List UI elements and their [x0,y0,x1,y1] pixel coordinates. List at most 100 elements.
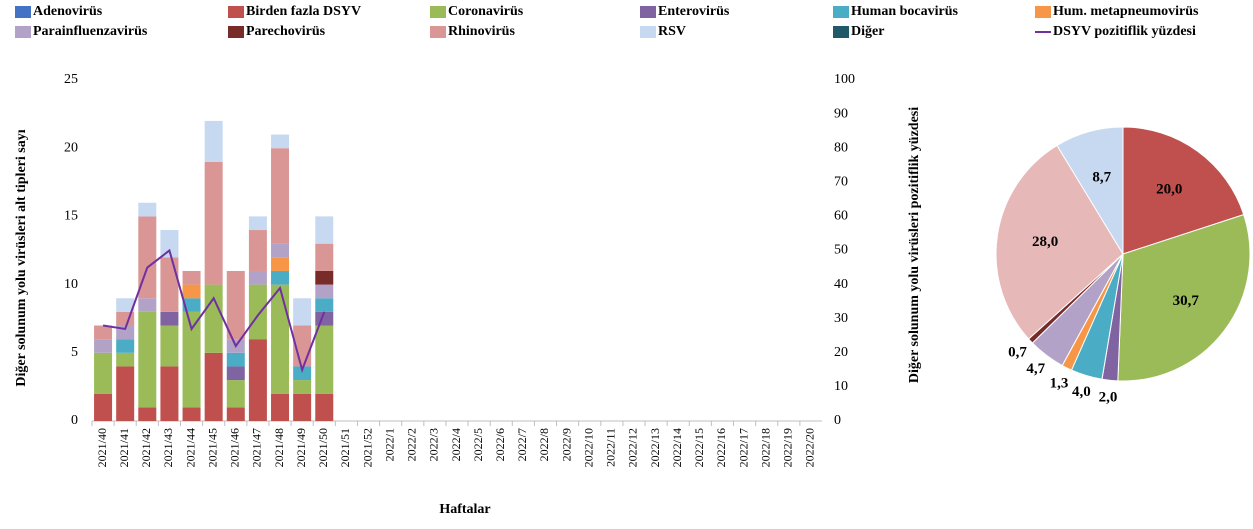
bar-segment [182,298,201,312]
legend-swatch [430,6,446,18]
x-tick-label: 2022/18 [758,428,772,467]
bar-segment [315,298,334,312]
bar-segment [116,366,135,421]
x-tick-label: 2022/4 [449,428,463,461]
y2-tick-label: 40 [834,277,848,292]
x-tick-label: 2021/42 [139,428,153,467]
x-tick-label: 2022/10 [581,428,595,467]
bar-segment [315,243,334,271]
pie-slice [1122,126,1245,255]
bar-segment [293,298,312,326]
bar-segment [293,380,312,394]
legend-label: Parechovirüs [246,24,326,39]
bar-segment [116,352,135,367]
legend-label: Diğer [851,24,884,39]
legend-swatch [430,26,446,38]
legend-label: DSYV pozitiflik yüzdesi [1053,24,1196,39]
bar-segment [160,366,179,421]
legend-swatch [640,26,656,38]
pie-label: 2,0 [1099,389,1118,405]
y2-tick-label: 60 [834,209,848,224]
y-tick-label: 10 [64,277,78,292]
bar-segment [138,298,157,312]
bar-segment [116,339,135,353]
x-tick-label: 2022/5 [471,428,485,461]
legend-label: Birden fazla DSYV [246,4,361,19]
y2-axis-label: Diğer solunum yolu virüsleri pozitiflik … [907,107,922,383]
pie-label: 30,7 [1173,293,1200,309]
x-tick-label: 2022/17 [736,428,750,467]
y2-tick-label: 20 [834,345,848,360]
x-tick-label: 2022/16 [714,428,728,467]
x-tick-label: 2021/45 [205,428,219,467]
x-tick-label: 2022/9 [559,428,573,461]
x-tick-label: 2022/20 [803,428,817,467]
bar-segment [182,270,201,285]
bar-segment [248,284,267,340]
bar-segment [182,284,201,299]
bar-segment [226,270,245,340]
x-tick-label: 2022/11 [604,428,618,467]
bar-segment [160,325,179,367]
legend-swatch [640,6,656,18]
legend-swatch [228,6,244,18]
legend-swatch [833,6,849,18]
pie-label: 4,0 [1072,384,1091,400]
x-tick-label: 2022/15 [692,428,706,467]
pie-label: 8,7 [1092,170,1111,186]
legend-label: Parainfluenzavirüs [33,24,148,39]
bar-segment [271,243,290,258]
y2-tick-label: 0 [834,413,841,428]
bar-segment [271,284,290,394]
bar-segment [226,366,245,381]
bar-segment [293,393,312,421]
bar-segment [204,284,223,353]
bar-segment [315,284,334,299]
legend-label: Coronavirüs [448,4,524,19]
legend-label: Enterovirüs [658,4,730,19]
legend-label: Human bocavirüs [851,4,959,19]
x-tick-label: 2022/13 [648,428,662,467]
x-tick-label: 2021/51 [338,428,352,467]
bar-segment [182,311,201,408]
bar-segment [271,148,290,244]
bar-segment [226,352,245,367]
x-tick-label: 2022/7 [515,428,529,461]
x-tick-label: 2022/1 [382,428,396,461]
bar-segment [94,339,113,353]
bar-segment [315,270,334,285]
x-tick-label: 2021/41 [117,428,131,467]
pie-slice [995,144,1124,340]
x-tick-label: 2021/47 [250,428,264,467]
bar-segment [138,311,157,408]
bar-segment [138,407,157,421]
legend-swatch [15,6,31,18]
y-tick-label: 20 [64,140,78,155]
legend-swatch [1035,6,1051,18]
x-tick-label: 2022/8 [537,428,551,461]
bar-segment [248,216,267,231]
y-tick-label: 0 [71,413,78,428]
pie-label: 4,7 [1026,361,1045,377]
x-tick-label: 2021/49 [294,428,308,467]
x-tick-label: 2022/19 [781,428,795,467]
pie-label: 0,7 [1008,345,1027,361]
bar-segment [138,202,157,217]
y2-tick-label: 70 [834,175,848,190]
bar-segment [315,216,334,244]
x-tick-label: 2022/2 [405,428,419,461]
y-tick-label: 25 [64,72,78,87]
x-tick-label: 2022/12 [626,428,640,467]
bar-segment [248,230,267,271]
bar-segment [160,230,179,258]
bar-segment [94,352,113,394]
bar-segment [315,325,334,394]
bar-segment [293,366,312,381]
bar-segment [204,352,223,421]
y2-tick-label: 100 [834,72,855,87]
x-tick-label: 2021/43 [161,428,175,467]
legend-label: Adenovirüs [33,4,103,19]
y2-tick-label: 30 [834,311,848,326]
bar-segment [271,257,290,271]
y2-tick-label: 90 [834,106,848,121]
